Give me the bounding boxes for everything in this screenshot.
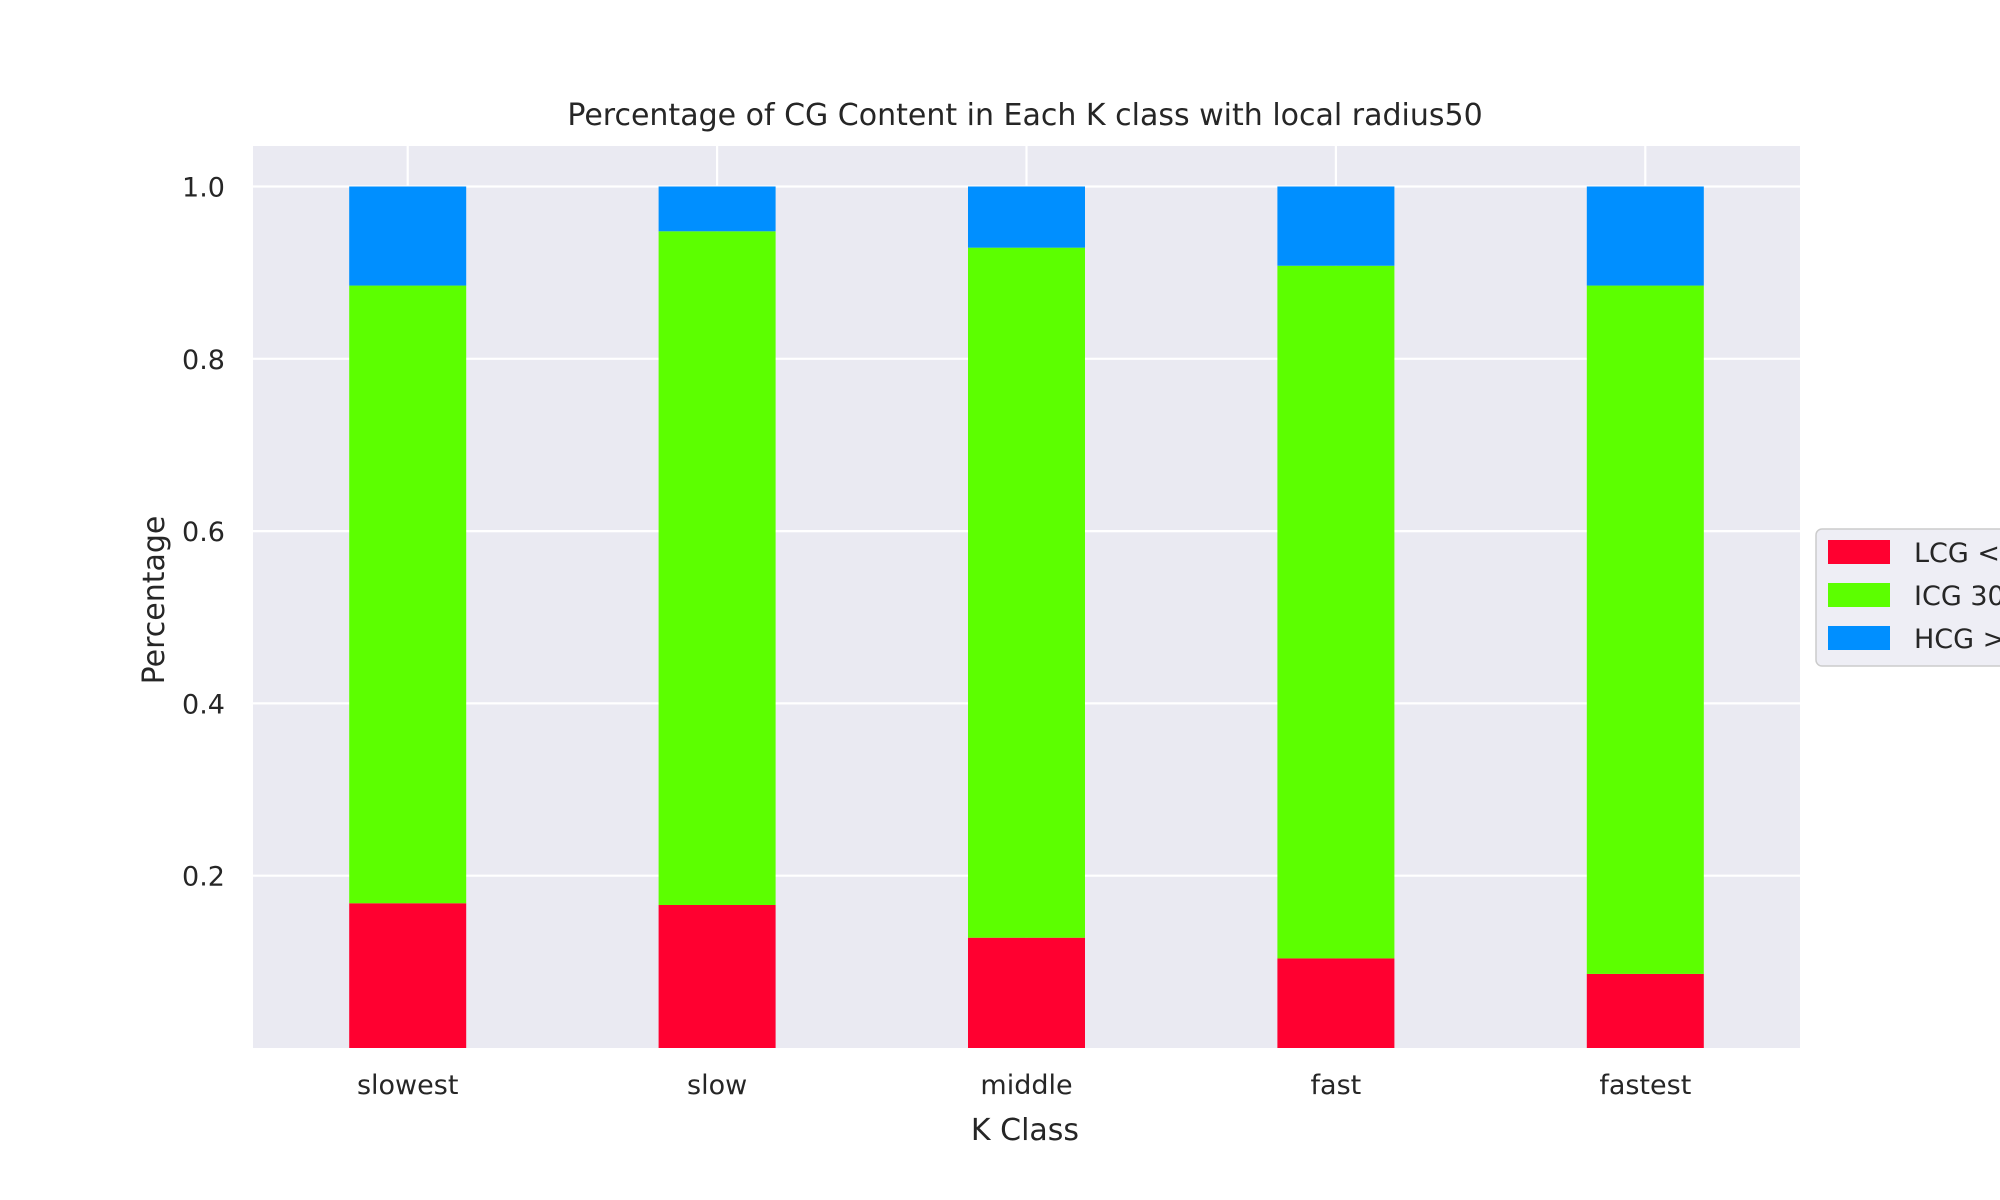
y-tick-label-4: 1.0: [182, 172, 225, 203]
x-axis-label: K Class: [971, 1113, 1079, 1148]
legend-swatch-2: [1828, 626, 1890, 650]
bar-slow-series-1: [658, 231, 776, 905]
legend: LCG < ICG 30 HCG >: [1815, 528, 2000, 667]
bar-fast-series-2: [1277, 186, 1395, 266]
bar-middle-series-1: [968, 247, 1085, 938]
y-axis-label: Percentage: [137, 516, 172, 685]
bar-slowest-series-0: [349, 903, 467, 1048]
y-tick-label-2: 0.6: [182, 517, 225, 548]
bar-fast-series-0: [1277, 958, 1395, 1048]
legend-label-1: ICG 30: [1914, 581, 2000, 612]
bars: [349, 186, 1704, 1048]
bar-fastest-series-0: [1586, 973, 1704, 1048]
legend-swatch-1: [1828, 583, 1890, 607]
bar-slowest-series-1: [349, 285, 467, 904]
x-tick-label-fastest: fastest: [1599, 1070, 1691, 1101]
bar-fast-series-1: [1277, 265, 1395, 959]
bar-fastest-series-1: [1586, 285, 1704, 974]
bar-slowest-series-2: [349, 186, 467, 286]
bar-slow-series-0: [658, 904, 776, 1048]
x-tick-label-slowest: slowest: [357, 1070, 458, 1101]
bar-fastest-series-2: [1586, 186, 1704, 286]
tick-labels: 0.2 0.4 0.6 0.8 1.0 slowest slow middle fast fast…: [182, 172, 1691, 1101]
bar-middle-series-0: [968, 937, 1085, 1048]
y-tick-label-0: 0.2: [182, 862, 225, 893]
bar-slow-series-2: [658, 186, 776, 232]
legend-label-0: LCG <: [1914, 538, 2000, 569]
y-tick-label-3: 0.8: [182, 345, 225, 376]
bar-middle-series-2: [968, 186, 1085, 248]
legend-label-2: HCG >: [1914, 624, 2000, 655]
y-tick-label-1: 0.4: [182, 689, 225, 720]
chart-title: Percentage of CG Content in Each K class…: [567, 98, 1482, 133]
legend-swatch-0: [1828, 540, 1890, 564]
x-tick-label-slow: slow: [687, 1070, 747, 1101]
x-tick-label-fast: fast: [1311, 1070, 1362, 1101]
x-tick-label-middle: middle: [980, 1070, 1072, 1101]
